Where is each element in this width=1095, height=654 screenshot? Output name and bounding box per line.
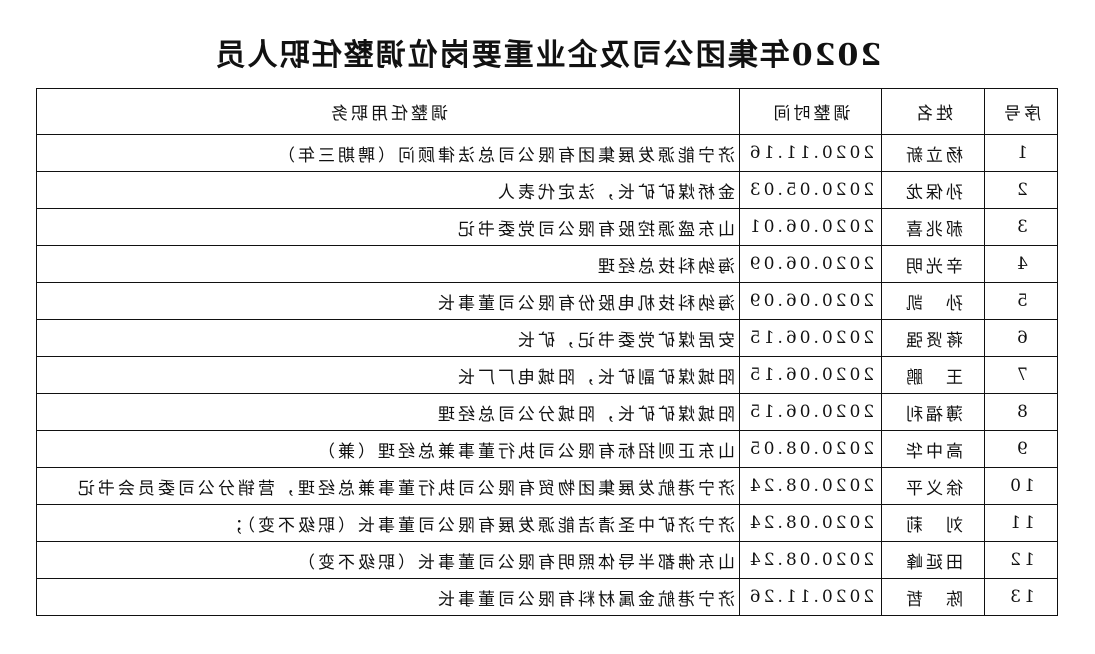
new-position: 阳城煤矿副矿长，阳城电厂厂长 xyxy=(36,356,740,394)
adjust-date: 2020.08.05 xyxy=(739,430,882,468)
table-row: 4 辛光明 2020.06.09 海纳科技总经理 xyxy=(36,245,1058,283)
person-name: 薄福利 xyxy=(881,393,985,431)
row-number: 6 xyxy=(984,319,1058,357)
new-position: 济宁能源发展集团有限公司总法律顾问（聘期三年） xyxy=(36,134,740,172)
person-name: 蒋贤强 xyxy=(881,319,985,357)
person-name: 郝兆喜 xyxy=(881,208,985,246)
row-number: 2 xyxy=(984,171,1058,209)
document-title: 2020年集团公司及企业重要岗位调整任职人员 xyxy=(213,38,882,73)
adjust-date: 2020.06.01 xyxy=(739,208,882,246)
row-number: 4 xyxy=(984,245,1058,283)
adjust-date: 2020.06.09 xyxy=(739,282,882,320)
row-number: 13 xyxy=(984,578,1058,616)
table-row: 11 刘 莉 2020.08.24 济宁济矿中圣清洁能源发展有限公司董事长（职级不变）… xyxy=(36,504,1058,542)
adjust-date: 2020.05.03 xyxy=(739,171,882,209)
row-number: 7 xyxy=(984,356,1058,394)
adjust-date: 2020.08.24 xyxy=(739,504,882,542)
adjust-date: 2020.06.15 xyxy=(739,356,882,394)
person-name: 孙保龙 xyxy=(881,171,985,209)
header-name: 姓名 xyxy=(881,88,985,135)
person-name: 刘 莉 xyxy=(881,504,985,542)
table-row: 9 高中华 2020.08.05 山东正则招标有限公司执行董事兼总经理（兼） xyxy=(36,430,1058,468)
row-number: 11 xyxy=(984,504,1058,542)
row-number: 3 xyxy=(984,208,1058,246)
adjust-date: 2020.06.15 xyxy=(739,319,882,357)
adjust-date: 2020.11.16 xyxy=(739,134,882,172)
new-position: 海纳科技机电股份有限公司董事长 xyxy=(36,282,740,320)
row-number: 10 xyxy=(984,467,1058,505)
row-number: 9 xyxy=(984,430,1058,468)
person-name: 高中华 xyxy=(881,430,985,468)
person-name: 王 鹏 xyxy=(881,356,985,394)
new-position: 济宁济矿中圣清洁能源发展有限公司董事长（职级不变）； xyxy=(36,504,740,542)
person-name: 田延峰 xyxy=(881,541,985,579)
new-position: 山东正则招标有限公司执行董事兼总经理（兼） xyxy=(36,430,740,468)
person-name: 孙 凯 xyxy=(881,282,985,320)
header-no: 序号 xyxy=(984,88,1058,135)
table-row: 2 孙保龙 2020.05.03 金桥煤矿矿长，法定代表人 xyxy=(36,171,1058,209)
table-row: 12 田延峰 2020.08.24 山东佛都半导体照明有限公司董事长（职级不变） xyxy=(36,541,1058,579)
adjust-date: 2020.11.26 xyxy=(739,578,882,616)
table-row: 6 蒋贤强 2020.06.15 安居煤矿党委书记，矿长 xyxy=(36,319,1058,357)
person-name: 辛光明 xyxy=(881,245,985,283)
row-number: 8 xyxy=(984,393,1058,431)
person-name: 陈 哲 xyxy=(881,578,985,616)
new-position: 金桥煤矿矿长，法定代表人 xyxy=(36,171,740,209)
person-name: 徐义平 xyxy=(881,467,985,505)
table-row: 3 郝兆喜 2020.06.01 山东盛源控股有限公司党委书记 xyxy=(36,208,1058,246)
table-header-row: 序号 姓名 调整时间 调整任用职务 xyxy=(36,88,1058,135)
table-row: 1 杨立新 2020.11.16 济宁能源发展集团有限公司总法律顾问（聘期三年） xyxy=(36,134,1058,172)
new-position: 安居煤矿党委书记，矿长 xyxy=(36,319,740,357)
new-position: 阳城煤矿矿长，阳城分公司总经理 xyxy=(36,393,740,431)
table-row: 13 陈 哲 2020.11.26 济宁港航金属材料有限公司董事长 xyxy=(36,578,1058,616)
adjust-date: 2020.06.09 xyxy=(739,245,882,283)
personnel-table: 序号 姓名 调整时间 调整任用职务 1 杨立新 2020.11.16 济宁能源发展集团… xyxy=(36,88,1058,616)
header-duty: 调整任用职务 xyxy=(36,88,740,135)
person-name: 杨立新 xyxy=(881,134,985,172)
row-number: 12 xyxy=(984,541,1058,579)
new-position: 济宁港航发展集团物贸有限公司执行董事兼总经理，营销分公司委员会书记 xyxy=(36,467,740,505)
adjust-date: 2020.08.24 xyxy=(739,541,882,579)
new-position: 济宁港航金属材料有限公司董事长 xyxy=(36,578,740,616)
new-position: 山东佛都半导体照明有限公司董事长（职级不变） xyxy=(36,541,740,579)
table-row: 10 徐义平 2020.08.24 济宁港航发展集团物贸有限公司执行董事兼总经理，营销… xyxy=(36,467,1058,505)
adjust-date: 2020.06.15 xyxy=(739,393,882,431)
adjust-date: 2020.08.24 xyxy=(739,467,882,505)
new-position: 山东盛源控股有限公司党委书记 xyxy=(36,208,740,246)
new-position: 海纳科技总经理 xyxy=(36,245,740,283)
table-row: 8 薄福利 2020.06.15 阳城煤矿矿长，阳城分公司总经理 xyxy=(36,393,1058,431)
row-number: 5 xyxy=(984,282,1058,320)
row-number: 1 xyxy=(984,134,1058,172)
header-date: 调整时间 xyxy=(739,88,882,135)
